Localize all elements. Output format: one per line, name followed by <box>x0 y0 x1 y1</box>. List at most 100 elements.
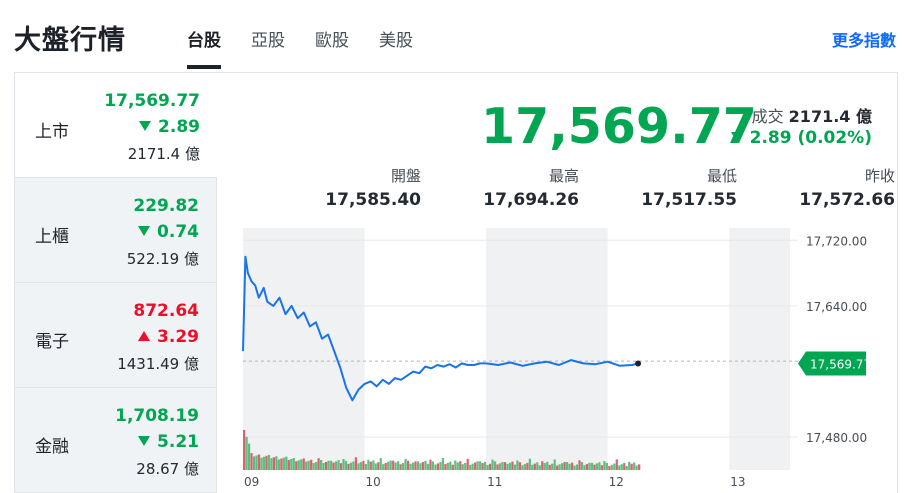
volume-bar <box>354 457 358 470</box>
volume-bar <box>275 456 278 470</box>
volume-bar <box>260 457 263 470</box>
volume-bar <box>342 459 345 470</box>
volume-bar <box>469 464 472 470</box>
volume-bar <box>329 460 333 470</box>
volume-bar <box>451 464 454 470</box>
more-indices-link[interactable]: 更多指數 <box>831 31 896 50</box>
main-volume: 成交 2171.4 億 <box>751 107 872 126</box>
volume-bar <box>285 456 288 470</box>
volume-bar <box>568 463 571 470</box>
volume-bar <box>324 461 328 470</box>
volume-bar <box>439 462 442 470</box>
stat-prev-close: 昨收 17,572.66 <box>799 167 895 210</box>
volume-bar <box>267 454 271 470</box>
index-change: 2.89 <box>139 117 200 137</box>
sidebar-item-finance[interactable]: 金融 1,708.19 5.21 28.67 億 <box>15 388 217 493</box>
y-tick-label: 17,640.00 <box>806 300 867 314</box>
volume-bar <box>327 460 330 470</box>
volume-bar <box>548 464 551 470</box>
volume-bar <box>526 462 529 470</box>
market-panel: 上市 17,569.77 2.89 2171.4 億 上櫃 229.82 0.7… <box>14 72 898 493</box>
volume-bar <box>491 459 494 470</box>
volume-bar <box>389 460 392 470</box>
volume-bar <box>511 461 514 470</box>
volume-bar <box>570 462 574 470</box>
volume-bar <box>377 462 380 470</box>
volume-bar <box>479 461 482 470</box>
volume-bar <box>270 458 273 470</box>
volume-bar <box>481 463 484 470</box>
x-tick-label: 13 <box>730 475 745 489</box>
volume-bar <box>521 465 524 470</box>
sidebar-item-electronics[interactable]: 電子 872.64 3.29 1431.49 億 <box>15 283 217 388</box>
volume-bar <box>344 460 348 470</box>
index-name: 上櫃 <box>35 227 69 247</box>
y-tick-label: 17,480.00 <box>806 431 867 445</box>
hour-band <box>729 228 790 470</box>
tab-europe[interactable]: 歐股 <box>315 31 349 51</box>
volume-bar <box>359 462 362 470</box>
volume-bar <box>245 436 248 470</box>
up-arrow-icon <box>138 331 151 341</box>
x-tick-label: 10 <box>366 475 381 489</box>
volume-bar <box>456 462 459 470</box>
volume-bar <box>449 461 452 470</box>
volume-bar <box>625 466 628 470</box>
volume-bar <box>600 465 603 470</box>
down-arrow-icon <box>139 121 152 131</box>
volume-bar <box>434 464 437 470</box>
volume-bar <box>277 459 280 470</box>
volume-bar <box>397 461 400 470</box>
hour-band <box>486 228 608 470</box>
volume-bar <box>300 459 303 470</box>
volume-bar <box>610 464 613 470</box>
volume-bar <box>595 463 599 470</box>
down-arrow-icon <box>138 226 151 236</box>
volume-bar <box>339 463 343 470</box>
sidebar-item-otc[interactable]: 上櫃 229.82 0.74 522.19 億 <box>15 178 217 283</box>
stat-high: 最高 17,694.26 <box>483 167 579 210</box>
current-price-label: 17,569.77 <box>810 358 871 372</box>
volume-bar <box>501 462 504 470</box>
hour-band <box>243 228 365 470</box>
tab-asia[interactable]: 亞股 <box>251 31 285 51</box>
volume-bar <box>349 462 353 470</box>
y-tick-label: 17,720.00 <box>806 234 867 248</box>
volume-bar <box>369 461 372 470</box>
tab-us[interactable]: 美股 <box>379 31 413 51</box>
volume-bar <box>404 458 407 470</box>
volume-bar <box>536 462 539 470</box>
volume-bar <box>590 462 594 470</box>
volume-bar <box>615 459 618 470</box>
tab-taiwan[interactable]: 台股 <box>187 26 221 69</box>
volume-bar <box>265 455 268 470</box>
volume-bar <box>414 461 417 470</box>
current-price-tag <box>798 351 866 376</box>
volume-bar <box>628 461 631 470</box>
volume-bar <box>633 462 636 470</box>
volume-bar <box>250 453 253 470</box>
volume-bar <box>337 460 340 470</box>
volume-bar <box>531 464 534 470</box>
index-change: 3.29 <box>138 327 199 347</box>
stat-low: 最低 17,517.55 <box>641 167 737 210</box>
volume-bar <box>508 462 512 470</box>
volume-bar <box>416 461 420 470</box>
volume-bar <box>252 456 256 470</box>
x-tick-label: 11 <box>487 475 502 489</box>
volume-bar <box>292 458 295 470</box>
index-volume: 28.67 億 <box>136 460 199 478</box>
sidebar-item-listed[interactable]: 上市 17,569.77 2.89 2171.4 億 <box>15 73 217 178</box>
volume-bar <box>357 463 360 470</box>
volume-bar <box>262 456 266 470</box>
volume-bar <box>384 462 387 470</box>
volume-bar <box>280 458 283 470</box>
volume-bar <box>476 461 479 470</box>
volume-bar <box>305 461 308 470</box>
volume-bar <box>459 461 462 470</box>
market-tabs: 台股 亞股 歐股 美股 <box>187 26 443 69</box>
volume-bar <box>588 462 591 470</box>
volume-bar <box>312 463 315 470</box>
volume-bar <box>605 462 608 470</box>
volume-bar <box>583 465 586 470</box>
